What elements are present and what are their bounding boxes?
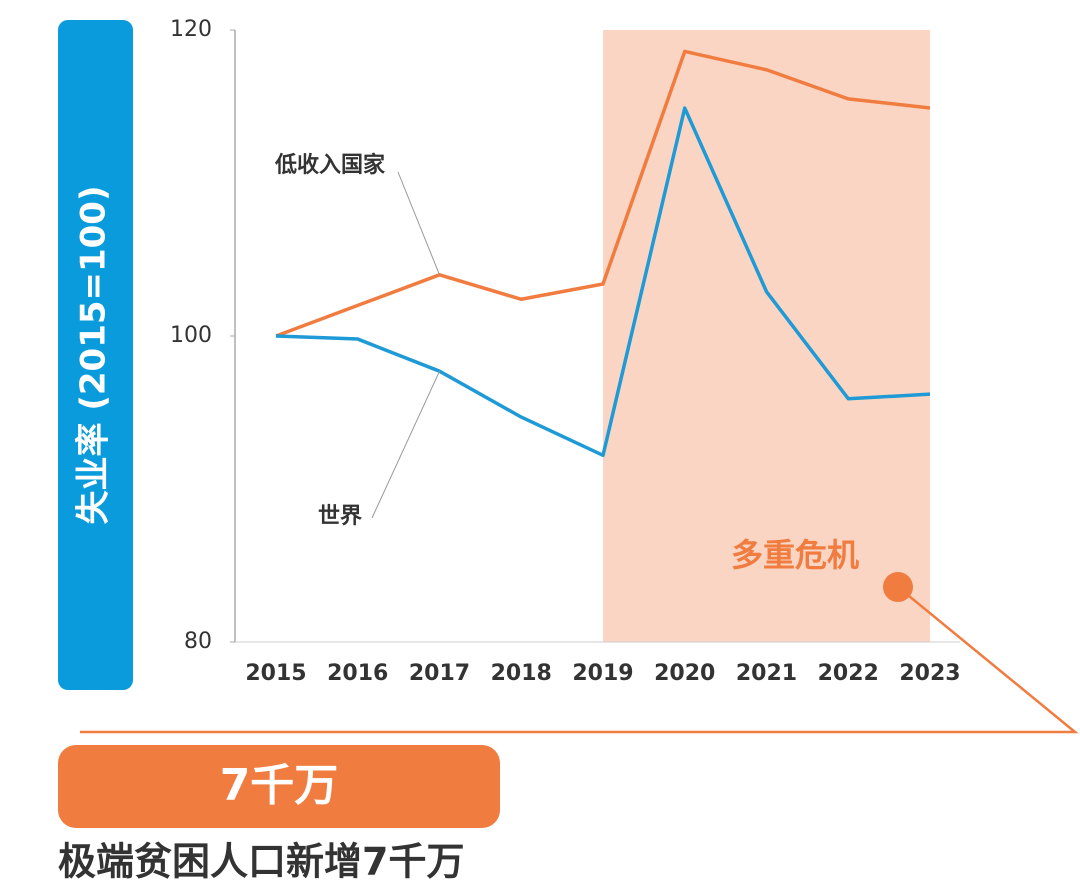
y-tick-label: 120 xyxy=(170,17,212,42)
y-axis-label: 失业率 (2015=100) xyxy=(74,185,114,524)
callout-text: 极端贫困人口新增7千万 xyxy=(58,840,464,884)
x-tick-label: 2020 xyxy=(654,661,715,686)
x-tick-label: 2021 xyxy=(736,661,797,686)
y-label-bar xyxy=(58,20,133,690)
x-tick-label: 2018 xyxy=(491,661,552,686)
line-series xyxy=(275,49,931,338)
x-tick-label: 2017 xyxy=(409,661,470,686)
series-label: 世界 xyxy=(318,504,362,529)
line-series xyxy=(275,106,931,458)
leader-line xyxy=(371,370,440,519)
callout-value: 7千万 xyxy=(220,760,339,811)
leader-line xyxy=(397,171,440,275)
x-tick-label: 2019 xyxy=(572,661,633,686)
x-tick-label: 2015 xyxy=(245,661,306,686)
y-tick-label: 100 xyxy=(170,323,212,348)
x-tick-label: 2022 xyxy=(818,661,879,686)
x-tick-label: 2023 xyxy=(899,661,960,686)
x-tick-label: 2016 xyxy=(327,661,388,686)
callout-line xyxy=(80,586,1079,734)
highlight-label: 多重危机 xyxy=(731,536,859,574)
series-label: 低收入国家 xyxy=(274,152,386,178)
y-tick-label: 80 xyxy=(184,629,212,654)
callout-box xyxy=(58,745,500,828)
